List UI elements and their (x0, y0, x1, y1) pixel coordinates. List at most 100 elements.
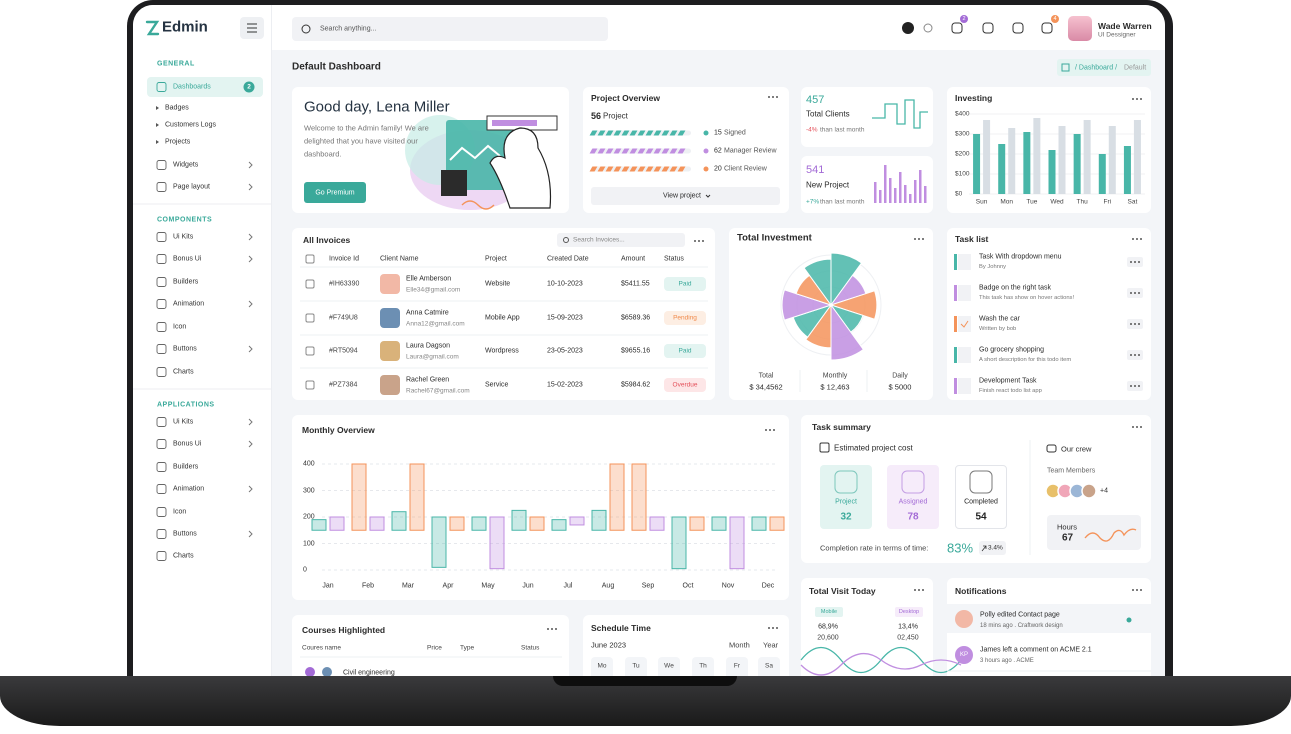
more-dot (1140, 98, 1142, 100)
more-dot (772, 627, 774, 629)
more-dot (1140, 426, 1142, 428)
premium-button[interactable] (304, 182, 366, 203)
unread-dot (1126, 617, 1132, 623)
floating-bar (471, 516, 487, 531)
progress-stripe (653, 130, 662, 136)
card (292, 615, 569, 676)
menu-icon (156, 160, 167, 170)
more-dot (1134, 354, 1136, 356)
bar (1083, 120, 1091, 194)
invoice-search[interactable] (557, 233, 685, 247)
bar (1023, 132, 1031, 194)
illustration-bar (492, 120, 537, 126)
more-dot (1136, 426, 1138, 428)
summary-tile (955, 465, 1007, 529)
floating-bar (329, 516, 345, 531)
up-arrow (981, 545, 987, 552)
member-avatar (1081, 483, 1097, 499)
progress-stripe (637, 130, 646, 136)
more-dot (768, 96, 770, 98)
floating-bar (609, 463, 625, 531)
mini-bar (884, 165, 887, 203)
checkbox (305, 380, 315, 390)
user-avatar[interactable] (1068, 16, 1092, 41)
more-dot (1132, 426, 1134, 428)
more-dot (918, 238, 920, 240)
progress-stripe (589, 130, 598, 136)
more-dot (1136, 98, 1138, 100)
sub-arrow (156, 123, 159, 127)
chevron (248, 255, 253, 263)
more-dot (1130, 385, 1132, 387)
more-dot (1134, 323, 1136, 325)
summary-tile (887, 465, 939, 529)
checkbox (305, 346, 315, 356)
card (801, 156, 933, 213)
progress-stripe (605, 166, 614, 172)
chevron (248, 161, 253, 169)
task-check (958, 347, 971, 363)
more-dot (776, 627, 778, 629)
progress-stripe (669, 166, 678, 172)
floating-bar (489, 516, 505, 570)
notification-highlight (947, 604, 1151, 633)
more-dot (773, 429, 775, 431)
progress-stripe (637, 166, 646, 172)
floating-bar (711, 516, 727, 531)
progress-dot (703, 166, 709, 172)
checkbox (305, 279, 315, 289)
more-dot (914, 589, 916, 591)
more-dot (1138, 323, 1140, 325)
search-box[interactable] (292, 17, 608, 41)
task-tick (960, 320, 969, 328)
floating-bar (311, 519, 327, 531)
bar (1133, 120, 1141, 194)
mini-bar (904, 185, 907, 203)
progress-stripe (661, 130, 670, 136)
course-icon (305, 667, 315, 676)
chevron (248, 418, 253, 426)
view-button[interactable] (591, 187, 780, 205)
home-icon (1061, 63, 1070, 72)
bar (1058, 126, 1066, 194)
day-cell[interactable] (726, 657, 748, 676)
change-badge (979, 541, 1006, 555)
card (583, 615, 789, 676)
chevron (248, 530, 253, 538)
progress-dot (703, 148, 709, 154)
header-icon (951, 22, 963, 34)
day-cell[interactable] (692, 657, 714, 676)
progress-stripe (629, 166, 638, 172)
mini-bar (924, 186, 927, 203)
laptop-notch (553, 676, 737, 686)
more-dot (768, 627, 770, 629)
more-dot (551, 628, 553, 630)
day-cell[interactable] (625, 657, 647, 676)
progress-dot (703, 130, 709, 136)
breadcrumb-bg (1057, 59, 1151, 76)
bar (1108, 126, 1116, 194)
visit-wave (800, 653, 962, 676)
more-dot (547, 628, 549, 630)
more-dot (1140, 238, 1142, 240)
progress-stripe (677, 148, 686, 154)
day-cell[interactable] (591, 657, 613, 676)
bar (973, 134, 981, 194)
more-dot (1134, 385, 1136, 387)
illustration-card (441, 170, 467, 196)
more-dot (1132, 589, 1134, 591)
more-dot (1138, 385, 1140, 387)
notification-avatar (955, 646, 973, 664)
task-check (958, 254, 971, 270)
hours-sparkline (1084, 528, 1137, 542)
day-cell[interactable] (758, 657, 780, 676)
menu-icon (156, 462, 167, 472)
sub-arrow (156, 140, 159, 144)
client-avatar (380, 308, 400, 328)
progress-stripe (597, 130, 606, 136)
theme-dark (902, 22, 914, 34)
floating-bar (369, 516, 385, 531)
floating-bar (529, 516, 545, 531)
progress-stripe (605, 148, 614, 154)
day-cell[interactable] (658, 657, 680, 676)
